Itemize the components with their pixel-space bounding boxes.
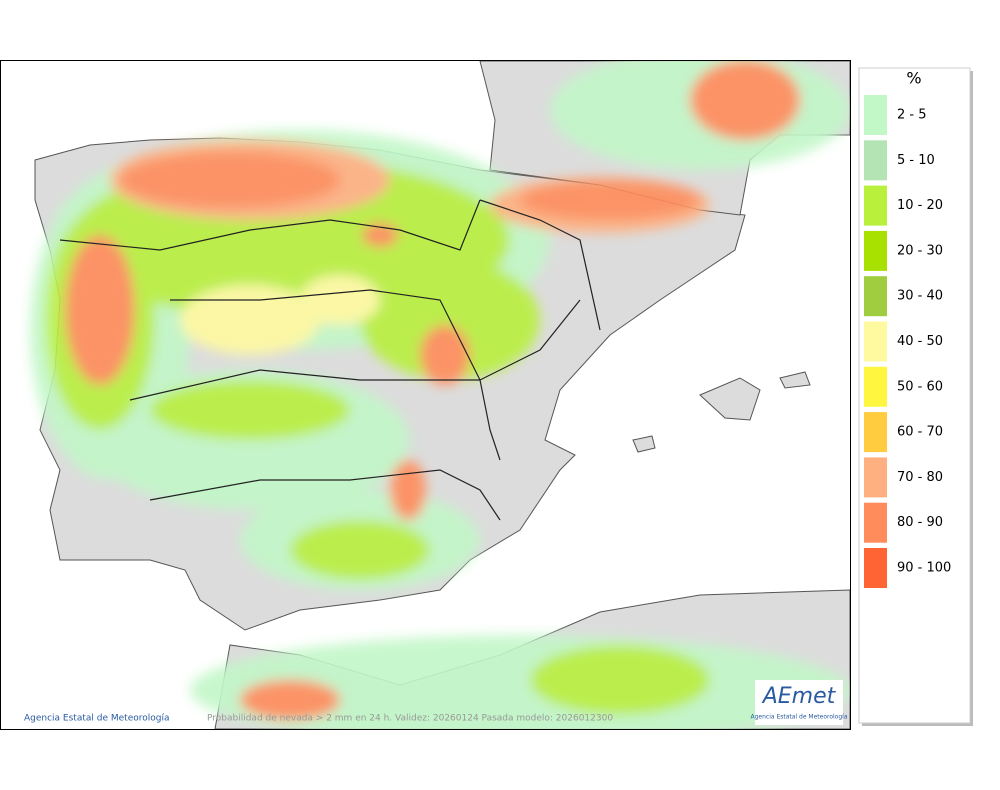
logo-subtitle: Agencia Estatal de Meteorología [751, 714, 848, 721]
map: Agencia Estatal de Meteorología Probabil… [1, 61, 850, 729]
credit: Agencia Estatal de Meteorología [24, 714, 170, 724]
legend-swatch [864, 366, 887, 407]
map-frame [0, 60, 851, 730]
legend-swatch [864, 502, 887, 543]
legend-swatch [864, 457, 887, 498]
legend-label: 70 - 80 [897, 470, 943, 485]
legend-label: 80 - 90 [897, 515, 943, 530]
legend-swatch [864, 321, 887, 362]
legend-swatch [864, 276, 887, 317]
legend-swatch [864, 140, 887, 181]
legend-swatch [864, 548, 887, 588]
caption: Probabilidad de nevada > 2 mm en 24 h. V… [207, 714, 613, 724]
legend-swatch [864, 95, 887, 135]
legend-items: 2 - 5 5 - 10 10 - 20 20 - 30 30 - 40 40 - 50 5… [864, 95, 951, 588]
legend-swatch [864, 185, 887, 226]
legend-label: 90 - 100 [897, 561, 951, 576]
legend-swatch [864, 412, 887, 453]
region-borders [59, 199, 601, 521]
legend-label: 30 - 40 [897, 289, 943, 304]
legend-label: 60 - 70 [897, 425, 943, 440]
legend-label: 40 - 50 [897, 334, 943, 349]
logo-box [755, 680, 843, 725]
legend-title: % [906, 69, 921, 88]
legend-label: 2 - 5 [897, 108, 927, 123]
logo: AEmet [761, 684, 837, 709]
legend-label: 10 - 20 [897, 198, 943, 213]
legend-label: 20 - 30 [897, 243, 943, 258]
legend-label: 5 - 10 [897, 153, 935, 168]
probability-areas [30, 61, 850, 729]
legend-label: 50 - 60 [897, 379, 943, 394]
legend-swatch [864, 230, 887, 271]
